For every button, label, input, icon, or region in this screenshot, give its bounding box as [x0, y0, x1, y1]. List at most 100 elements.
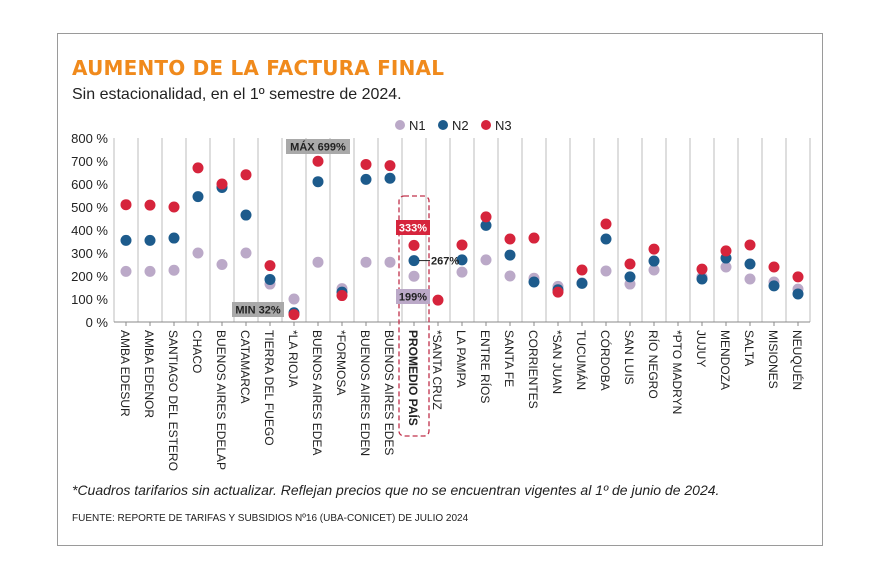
point-n3	[144, 199, 156, 211]
category-label: MENDOZA	[718, 330, 732, 390]
point-n3	[408, 239, 420, 251]
point-n3	[360, 158, 372, 170]
category-label: BUENOS AIRES EDEA	[310, 330, 324, 455]
chart-title: AUMENTO DE LA FACTURA FINAL	[72, 56, 445, 80]
point-n3	[336, 290, 348, 302]
max-annotation-bg	[286, 139, 350, 154]
chart-subtitle: Sin estacionalidad, en el 1º semestre de…	[72, 86, 402, 103]
category-label: PROMEDIO PAÍS	[406, 330, 421, 426]
category-label: CORRIENTES	[526, 330, 540, 409]
point-n2	[456, 254, 468, 266]
point-n1	[504, 270, 516, 282]
category-label: CÓRDOBA	[598, 330, 613, 391]
avg-n1-annotation-bg	[396, 289, 430, 304]
point-n3	[168, 201, 180, 213]
y-tick-label: 400 %	[71, 223, 108, 238]
point-n3	[456, 239, 468, 251]
point-n1	[360, 256, 372, 268]
category-label: SANTA FE	[502, 330, 516, 387]
max-annotation: MÁX 699%	[290, 141, 346, 154]
point-n3	[528, 232, 540, 244]
category-label: TUCUMÁN	[574, 330, 589, 390]
point-n2	[504, 249, 516, 261]
point-n1	[312, 256, 324, 268]
point-n2	[240, 209, 252, 221]
point-n1	[720, 261, 732, 273]
y-tick-label: 800 %	[71, 131, 108, 146]
point-n3	[720, 245, 732, 257]
point-n3	[384, 160, 396, 172]
y-tick-label: 0 %	[86, 315, 109, 330]
point-n2	[768, 280, 780, 292]
category-label: BUENOS AIRES EDES	[382, 330, 396, 455]
point-n2	[144, 234, 156, 246]
point-n1	[600, 265, 612, 277]
point-n3	[600, 218, 612, 230]
point-n1	[144, 265, 156, 277]
category-label: SALTA	[742, 330, 756, 366]
average-highlight-box	[398, 195, 430, 437]
category-label: *FORMOSA	[334, 330, 348, 395]
avg-n1-annotation: 199%	[399, 292, 427, 304]
avg-n3-annotation-bg	[396, 220, 430, 235]
point-n1	[408, 270, 420, 282]
point-n1	[192, 247, 204, 259]
point-n1	[168, 264, 180, 276]
category-label: LA PAMPA	[454, 330, 468, 388]
legend-label: N2	[452, 118, 469, 133]
category-label: NEUQUÉN	[790, 330, 805, 390]
point-n1	[480, 254, 492, 266]
category-label: ENTRE RÍOS	[478, 330, 493, 403]
point-n3	[624, 258, 636, 270]
point-n3	[120, 199, 132, 211]
category-label: CATAMARCA	[238, 330, 252, 404]
point-n2	[384, 172, 396, 184]
category-label: SANTIAGO DEL ESTERO	[166, 330, 180, 471]
category-label: RÍO NEGRO	[646, 330, 661, 399]
point-n2	[408, 255, 420, 267]
y-tick-label: 700 %	[71, 154, 108, 169]
legend-marker-n1	[395, 120, 405, 130]
point-n3	[576, 264, 588, 276]
point-n3	[240, 169, 252, 181]
point-n2	[576, 277, 588, 289]
source-note: FUENTE: REPORTE DE TARIFAS Y SUBSIDIOS N…	[72, 513, 469, 524]
point-n2	[168, 232, 180, 244]
point-n2	[744, 258, 756, 270]
chart-frame	[57, 33, 823, 546]
point-n2	[792, 288, 804, 300]
point-n1	[744, 273, 756, 285]
point-n2	[648, 255, 660, 267]
point-n3	[552, 286, 564, 298]
point-n3	[768, 261, 780, 273]
point-n2	[480, 219, 492, 231]
category-label: BUENOS AIRES EDELAP	[214, 330, 228, 470]
point-n1	[240, 247, 252, 259]
avg-n2-annotation: 267%	[431, 256, 459, 268]
category-label: MISIONES	[766, 330, 780, 389]
category-label: BUENOS AIRES EDEN	[358, 330, 372, 456]
point-n3	[312, 155, 324, 167]
point-n2	[264, 273, 276, 285]
point-n1	[216, 259, 228, 270]
category-label: *SANTA CRUZ	[430, 330, 444, 410]
legend-marker-n3	[481, 120, 491, 130]
min-annotation-bg	[232, 302, 284, 317]
category-label: CHACO	[190, 330, 204, 373]
point-n2	[192, 191, 204, 203]
point-n3	[432, 294, 444, 306]
category-label: AMBA EDESUR	[118, 330, 132, 417]
point-n2	[696, 273, 708, 285]
footnote: *Cuadros tarifarios sin actualizar. Refl…	[72, 482, 720, 498]
y-tick-label: 600 %	[71, 177, 108, 192]
point-n3	[192, 162, 204, 174]
y-tick-label: 300 %	[71, 246, 108, 261]
point-n3	[216, 178, 228, 190]
y-tick-label: 200 %	[71, 269, 108, 284]
legend-marker-n2	[438, 120, 448, 130]
point-n2	[528, 276, 540, 288]
min-annotation: MIN 32%	[235, 305, 280, 317]
point-n3	[288, 309, 300, 321]
y-tick-label: 500 %	[71, 200, 108, 215]
